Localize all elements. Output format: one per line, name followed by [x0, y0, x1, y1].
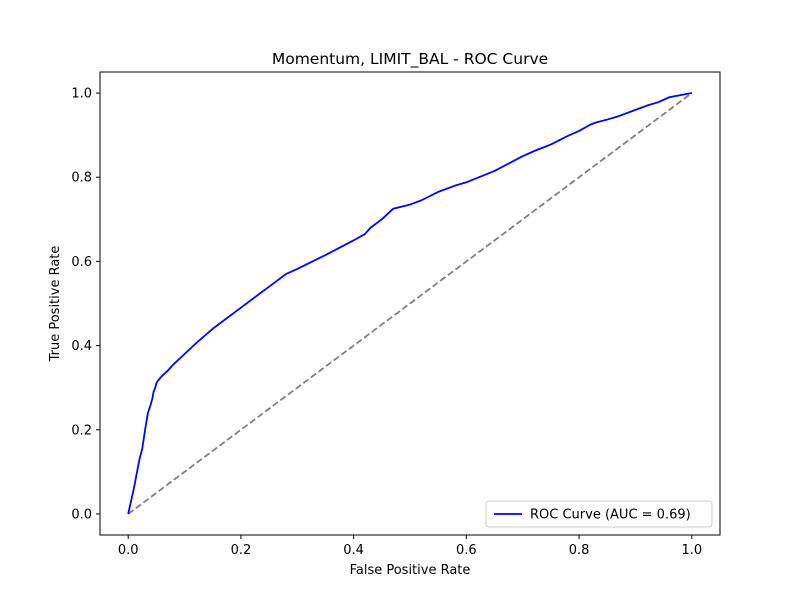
y-tick-label: 0.4: [71, 339, 92, 354]
y-tick-label: 0.6: [71, 255, 92, 270]
x-tick-label: 0.4: [343, 543, 364, 558]
y-tick-label: 0.8: [71, 171, 92, 186]
x-tick-label: 0.6: [456, 543, 477, 558]
plot-lines: [127, 92, 693, 515]
x-axis-label: False Positive Rate: [350, 563, 471, 578]
chance-diagonal-line: [127, 92, 693, 515]
legend-box: [485, 500, 713, 528]
y-axis-ticks: 0.0 0.2 0.4 0.6 0.8 1.0: [71, 87, 100, 522]
chart-title: Momentum, LIMIT_BAL - ROC Curve: [272, 50, 548, 69]
legend-label: ROC Curve (AUC = 0.69): [530, 508, 691, 523]
y-axis-label: True Positive Rate: [48, 246, 63, 363]
x-tick-label: 0.8: [569, 543, 590, 558]
legend: ROC Curve (AUC = 0.69): [485, 500, 713, 528]
x-tick-label: 0.0: [118, 543, 139, 558]
x-axis-ticks: 0.0 0.2 0.4 0.6 0.8 1.0: [118, 535, 702, 558]
y-tick-label: 1.0: [71, 87, 92, 102]
x-tick-label: 1.0: [681, 543, 702, 558]
y-tick-label: 0.0: [71, 507, 92, 522]
y-tick-label: 0.2: [71, 423, 92, 438]
roc-curve-line: [127, 92, 692, 515]
plot-frame: [99, 71, 721, 536]
x-tick-label: 0.2: [231, 543, 252, 558]
